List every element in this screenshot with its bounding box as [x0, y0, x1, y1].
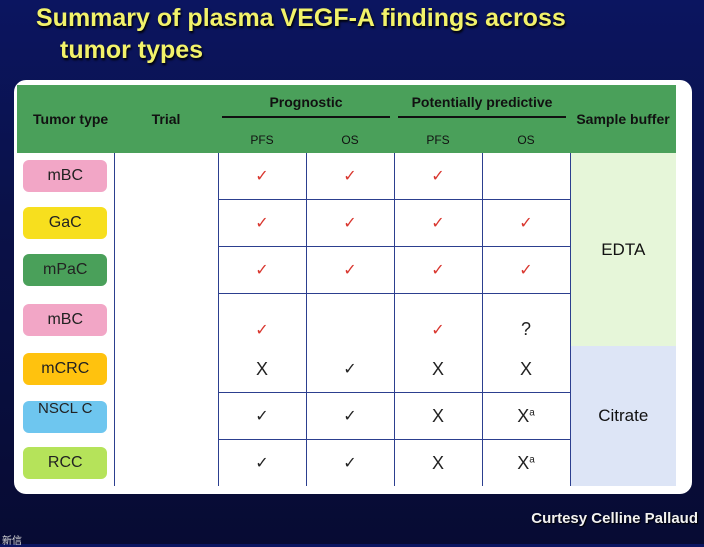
- finding-pred-pfs: X: [393, 439, 482, 486]
- trial-cell: [113, 346, 218, 393]
- header-predictive: Potentially predictive: [394, 85, 571, 127]
- tumor-type-badge: mBC: [23, 303, 108, 336]
- trial-cell: [113, 246, 218, 294]
- tumor-cell: mBC: [17, 294, 114, 347]
- finding-prog-pfs: ✓: [217, 392, 306, 440]
- header-pred-pfs: PFS: [394, 127, 482, 153]
- header-tumor-type: Tumor type: [17, 85, 114, 153]
- trial-cell: [113, 439, 218, 486]
- finding-prog-pfs: ✓: [217, 153, 306, 200]
- tumor-cell: mCRC: [17, 346, 114, 393]
- tumor-type-badge: mCRC: [23, 353, 108, 386]
- tumor-cell: mPaC: [17, 247, 114, 294]
- tumor-cell: RCC: [17, 440, 114, 487]
- buffer-edta: EDTA: [569, 153, 677, 346]
- finding-prog-os: ✓: [305, 439, 394, 486]
- finding-prog-pfs: ✓: [217, 293, 306, 346]
- finding-pred-pfs: ✓: [393, 199, 482, 247]
- tumor-type-badge: RCC: [23, 446, 108, 479]
- finding-pred-pfs: X: [393, 392, 482, 440]
- trial-cell: [113, 293, 218, 346]
- header-trial: Trial: [114, 85, 218, 153]
- table-row: GaC ✓ ✓ ✓ ✓: [17, 199, 676, 247]
- finding-pred-os: [481, 153, 571, 200]
- findings-table: Tumor type Trial Prognostic Potentially …: [17, 85, 677, 487]
- finding-pred-pfs: ✓: [393, 246, 482, 294]
- table-row: mCRC X ✓ X X Citrate: [17, 346, 677, 486]
- trial-cell: [113, 153, 218, 200]
- finding-prog-pfs: ✓: [217, 199, 306, 247]
- header-sample-buffer: Sample buffer: [570, 85, 677, 153]
- slide-title: Summary of plasma VEGF-A findings across…: [36, 4, 566, 64]
- finding-pred-pfs: ✓: [393, 153, 482, 200]
- table-row: NSCL C ✓ ✓ X Xa: [17, 392, 676, 440]
- tumor-cell: mBC: [17, 153, 114, 200]
- finding-pred-os: ✓: [481, 199, 571, 247]
- finding-pred-os: ?: [481, 293, 571, 346]
- tumor-type-badge: mBC: [23, 160, 108, 193]
- finding-prog-os: ✓: [305, 199, 394, 247]
- finding-prog-os: ✓: [305, 346, 394, 393]
- finding-pred-pfs: ✓: [393, 293, 482, 346]
- tumor-type-badge: mPaC: [23, 254, 108, 286]
- trial-cell: [113, 392, 218, 440]
- header-pred-os: OS: [482, 127, 571, 153]
- finding-prog-os: ✓: [305, 392, 394, 440]
- header-prog-os: OS: [306, 127, 394, 153]
- table-row: mBC ✓ ✓ ✓ EDTA: [17, 153, 677, 346]
- finding-prog-os: ✓: [305, 153, 394, 200]
- finding-prog-pfs: X: [217, 346, 306, 393]
- trial-cell: [113, 199, 218, 247]
- header-prog-pfs: PFS: [218, 127, 306, 153]
- finding-prog-os: [305, 293, 394, 346]
- tumor-cell: NSCL C: [17, 393, 114, 440]
- table-row: RCC ✓ ✓ X Xa: [17, 439, 676, 487]
- header-prognostic: Prognostic: [218, 85, 394, 127]
- finding-prog-os: ✓: [305, 246, 394, 294]
- finding-pred-os: X: [481, 346, 571, 393]
- table-row: mBC ✓ ✓?: [17, 293, 676, 347]
- finding-prog-pfs: ✓: [217, 439, 306, 486]
- finding-pred-os: ✓: [481, 246, 571, 294]
- buffer-citrate: Citrate: [569, 346, 677, 486]
- tumor-cell: GaC: [17, 200, 114, 247]
- table-row: mPaC ✓ ✓ ✓ ✓: [17, 246, 676, 294]
- finding-pred-os: Xa: [481, 392, 571, 440]
- finding-pred-os: Xa: [481, 439, 571, 486]
- finding-prog-pfs: ✓: [217, 246, 306, 294]
- tumor-type-badge: NSCL C: [23, 400, 108, 433]
- credit-text: Curtesy Celline Pallaud: [531, 510, 698, 527]
- tumor-type-badge: GaC: [23, 207, 108, 239]
- finding-pred-pfs: X: [393, 346, 482, 393]
- footer-mark: 新信: [2, 536, 22, 547]
